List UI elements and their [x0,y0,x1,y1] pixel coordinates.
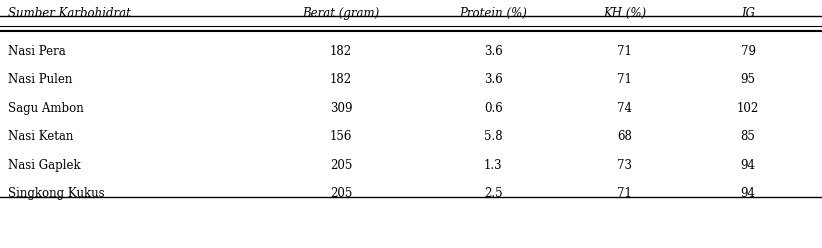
Text: Nasi Pera: Nasi Pera [8,45,66,58]
Text: 95: 95 [741,73,755,86]
Text: 182: 182 [330,45,352,58]
Text: 156: 156 [330,130,353,143]
Text: 2.5: 2.5 [484,187,502,200]
Text: IG: IG [741,7,755,20]
Text: 71: 71 [617,187,632,200]
Text: Protein (%): Protein (%) [459,7,527,20]
Text: Berat (gram): Berat (gram) [302,7,380,20]
Text: 73: 73 [617,159,632,172]
Text: 79: 79 [741,45,755,58]
Text: 68: 68 [617,130,632,143]
Text: 102: 102 [737,102,760,115]
Text: 182: 182 [330,73,352,86]
Text: 94: 94 [741,187,755,200]
Text: 205: 205 [330,187,353,200]
Text: 71: 71 [617,73,632,86]
Text: KH (%): KH (%) [603,7,646,20]
Text: 205: 205 [330,159,353,172]
Text: Sagu Ambon: Sagu Ambon [8,102,84,115]
Text: 1.3: 1.3 [484,159,502,172]
Text: 5.8: 5.8 [484,130,502,143]
Text: 74: 74 [617,102,632,115]
Text: 94: 94 [741,159,755,172]
Text: Singkong Kukus: Singkong Kukus [8,187,105,200]
Text: 85: 85 [741,130,755,143]
Text: Nasi Ketan: Nasi Ketan [8,130,74,143]
Text: 0.6: 0.6 [484,102,502,115]
Text: 3.6: 3.6 [484,73,502,86]
Text: Nasi Gaplek: Nasi Gaplek [8,159,81,172]
Text: Sumber Karbohidrat: Sumber Karbohidrat [8,7,131,20]
Text: 3.6: 3.6 [484,45,502,58]
Text: 71: 71 [617,45,632,58]
Text: 309: 309 [330,102,353,115]
Text: Nasi Pulen: Nasi Pulen [8,73,72,86]
